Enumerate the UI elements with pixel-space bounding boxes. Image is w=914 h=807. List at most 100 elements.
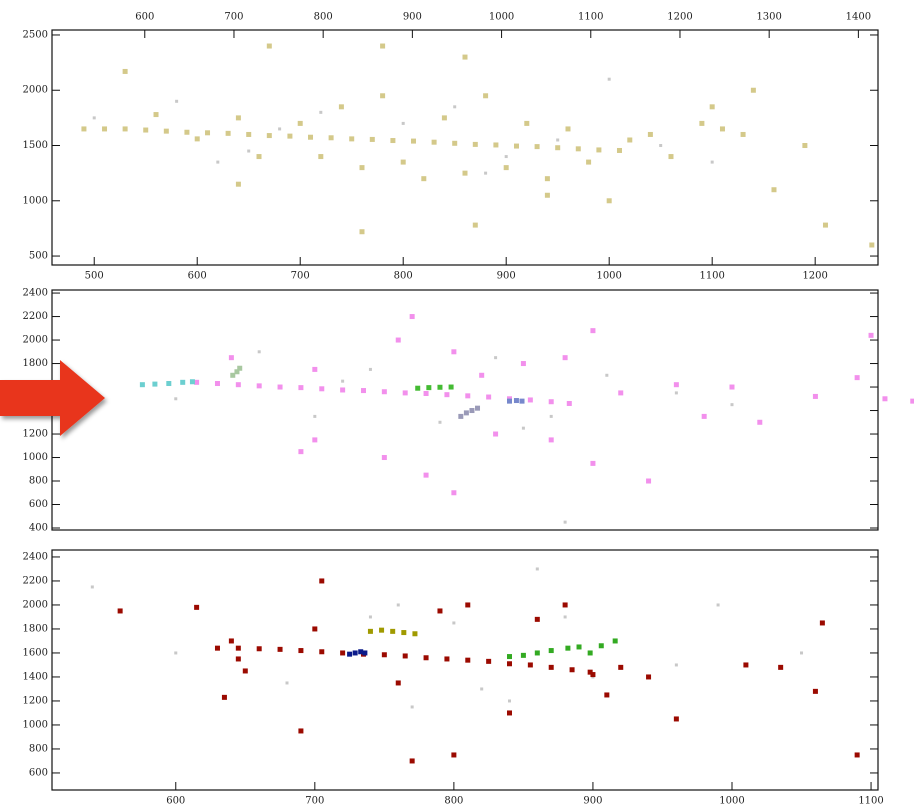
point: [514, 398, 519, 403]
point: [556, 138, 559, 141]
point: [319, 111, 322, 114]
point: [226, 131, 231, 136]
point: [424, 473, 429, 478]
point: [247, 150, 250, 153]
point: [493, 142, 498, 147]
x-tick-label: 1100: [699, 271, 724, 282]
point: [668, 154, 673, 159]
point: [521, 653, 526, 658]
x-tick-label: 800: [444, 796, 463, 807]
point: [453, 105, 456, 108]
point: [820, 620, 825, 625]
point: [369, 368, 372, 371]
point: [411, 139, 416, 144]
plot-frame: [52, 290, 878, 530]
point: [564, 521, 567, 524]
point: [236, 656, 241, 661]
point: [360, 165, 365, 170]
point: [319, 578, 324, 583]
x-tick-label: 1000: [719, 796, 744, 807]
point: [437, 385, 442, 390]
point: [361, 388, 366, 393]
point: [869, 333, 874, 338]
point: [475, 406, 480, 411]
x2-tick-label: 600: [135, 12, 154, 23]
point: [278, 127, 281, 130]
point: [410, 758, 415, 763]
point: [659, 144, 662, 147]
point: [730, 403, 733, 406]
point: [617, 148, 622, 153]
point: [484, 172, 487, 175]
y-tick-label: 1200: [23, 429, 48, 440]
point: [415, 386, 420, 391]
point: [465, 393, 470, 398]
point: [287, 134, 292, 139]
point: [549, 665, 554, 670]
point: [565, 646, 570, 651]
point: [458, 414, 463, 419]
point: [190, 379, 195, 384]
point: [229, 355, 234, 360]
point: [800, 651, 803, 654]
point: [586, 160, 591, 165]
point: [570, 667, 575, 672]
point: [480, 687, 483, 690]
point: [382, 455, 387, 460]
point: [401, 630, 406, 635]
point: [507, 710, 512, 715]
y-tick-label: 800: [29, 476, 48, 487]
y-tick-label: 2000: [23, 85, 48, 96]
x2-tick-label: 1000: [489, 12, 514, 23]
point: [118, 608, 123, 613]
point: [486, 395, 491, 400]
point: [596, 147, 601, 152]
point: [93, 116, 96, 119]
point: [390, 629, 395, 634]
point: [205, 130, 210, 135]
point: [369, 615, 372, 618]
point: [743, 662, 748, 667]
x-tick-label: 700: [291, 271, 310, 282]
point: [813, 689, 818, 694]
point: [564, 615, 567, 618]
point: [545, 193, 550, 198]
point: [312, 367, 317, 372]
point: [451, 752, 456, 757]
y-tick-label: 600: [29, 767, 48, 778]
point: [432, 140, 437, 145]
point: [341, 380, 344, 383]
point: [444, 656, 449, 661]
x-tick-label: 1100: [858, 796, 883, 807]
point: [222, 695, 227, 700]
x-tick-label: 1000: [596, 271, 621, 282]
plot-frame: [52, 550, 878, 790]
point: [720, 126, 725, 131]
point: [549, 437, 554, 442]
point: [741, 132, 746, 137]
y-tick-label: 1800: [23, 623, 48, 634]
point: [140, 382, 145, 387]
point: [778, 665, 783, 670]
point: [298, 449, 303, 454]
point: [699, 121, 704, 126]
point: [535, 144, 540, 149]
point: [605, 374, 608, 377]
point: [646, 674, 651, 679]
point: [674, 716, 679, 721]
point: [184, 130, 189, 135]
point: [451, 490, 456, 495]
point: [607, 198, 612, 203]
point: [563, 355, 568, 360]
point: [555, 145, 560, 150]
point: [278, 385, 283, 390]
point: [528, 397, 533, 402]
y-tick-label: 500: [29, 251, 48, 262]
point: [123, 126, 128, 131]
y-tick-label: 2400: [23, 551, 48, 562]
point: [674, 382, 679, 387]
point: [514, 144, 519, 149]
point: [91, 585, 94, 588]
x2-tick-label: 900: [403, 12, 422, 23]
x-tick-label: 700: [305, 796, 324, 807]
